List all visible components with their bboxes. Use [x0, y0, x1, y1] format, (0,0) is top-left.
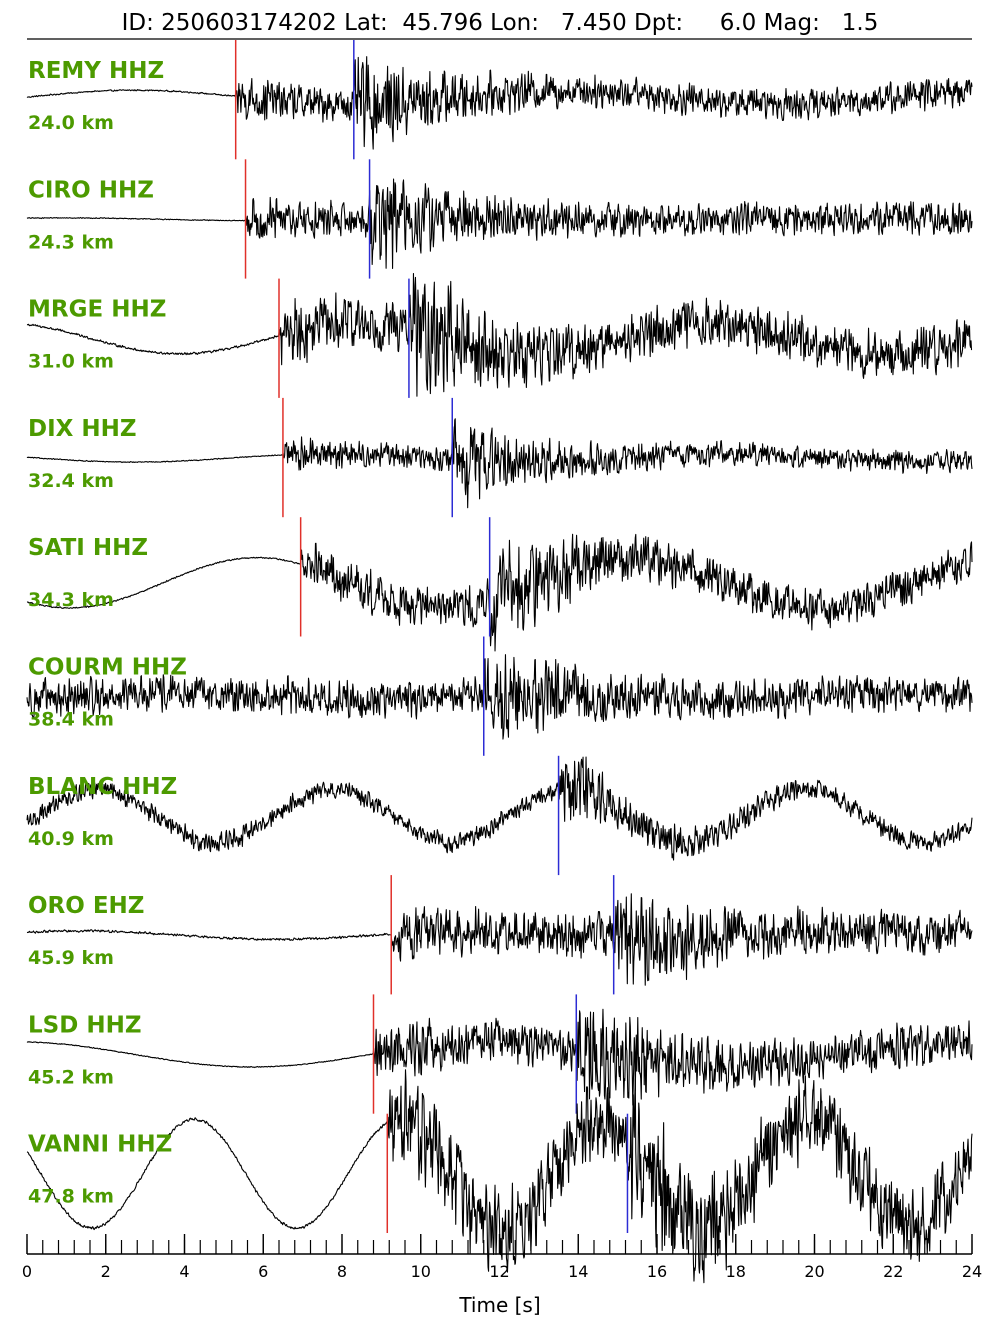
x-tick-label: 6: [258, 1262, 268, 1281]
trace-panel: CIRO HHZ 24.3 km: [26, 159, 973, 279]
station-distance-label: 45.9 km: [28, 947, 114, 969]
x-tick-label: 24: [962, 1262, 982, 1281]
trace-panel: BLANC HHZ 40.9 km: [26, 755, 973, 876]
seismic-trace-line: [26, 418, 973, 509]
x-tick-label: 22: [883, 1262, 903, 1281]
seismic-trace-line: [26, 533, 973, 652]
station-distance-label: 34.3 km: [28, 589, 114, 611]
x-axis-label: Time [s]: [458, 1293, 540, 1317]
station-distance-label: 24.0 km: [28, 112, 114, 134]
station-name-label: BLANC HHZ: [28, 774, 177, 800]
seismic-trace-line: [26, 654, 973, 740]
x-tick-label: 10: [411, 1262, 431, 1281]
trace-panel: ORO EHZ 45.9 km: [26, 875, 973, 995]
trace-panel: VANNI HHZ 47.8 km: [26, 1069, 973, 1284]
seismic-trace-line: [26, 178, 973, 270]
x-tick-label: 14: [568, 1262, 588, 1281]
station-name-label: VANNI HHZ: [28, 1132, 172, 1158]
x-tick-label: 8: [337, 1262, 347, 1281]
seismic-trace-line: [26, 893, 973, 986]
station-distance-label: 40.9 km: [28, 828, 114, 850]
x-axis: 0 2 4 6 8 10 12 14 16 18 20 22 24: [22, 1234, 982, 1281]
station-name-label: LSD HHZ: [28, 1012, 142, 1038]
trace-panel: COURM HHZ 38.4 km: [26, 636, 973, 756]
seismic-trace-line: [26, 756, 973, 861]
station-name-label: ORO EHZ: [28, 893, 144, 919]
x-tick-label: 4: [179, 1262, 189, 1281]
station-distance-label: 38.4 km: [28, 709, 114, 731]
chart-title: ID: 250603174202 Lat: 45.796 Lon: 7.450 …: [122, 10, 879, 36]
trace-panel: LSD HHZ 45.2 km: [26, 994, 973, 1114]
seismic-trace-line: [26, 1069, 973, 1284]
station-name-label: CIRO HHZ: [28, 177, 154, 203]
station-distance-label: 47.8 km: [28, 1186, 114, 1208]
trace-panel: SATI HHZ 34.3 km: [26, 517, 973, 652]
x-tick-label: 20: [804, 1262, 824, 1281]
x-tick-label: 2: [101, 1262, 111, 1281]
station-distance-label: 31.0 km: [28, 351, 114, 373]
x-tick-label: 16: [647, 1262, 667, 1281]
station-distance-label: 32.4 km: [28, 470, 114, 492]
seismic-trace-line: [26, 1008, 973, 1106]
station-name-label: SATI HHZ: [28, 535, 148, 561]
trace-panel: REMY HHZ 24.0 km: [26, 40, 973, 160]
seismic-trace-line: [26, 56, 973, 150]
station-name-label: DIX HHZ: [28, 416, 137, 442]
trace-panel: DIX HHZ 32.4 km: [26, 397, 973, 518]
x-tick-label: 12: [489, 1262, 509, 1281]
station-distance-label: 24.3 km: [28, 231, 114, 253]
station-distance-label: 45.2 km: [28, 1066, 114, 1088]
trace-panel: MRGE HHZ 31.0 km: [26, 272, 973, 398]
seismic-trace-line: [26, 272, 973, 397]
trace-panels: REMY HHZ 24.0 km CIRO HHZ 24.3 km MRGE HHZ 31…: [26, 40, 973, 1284]
x-tick-label: 18: [726, 1262, 746, 1281]
station-name-label: REMY HHZ: [28, 58, 164, 84]
x-tick-label: 0: [22, 1262, 32, 1281]
station-name-label: COURM HHZ: [28, 655, 187, 681]
station-name-label: MRGE HHZ: [28, 297, 166, 323]
